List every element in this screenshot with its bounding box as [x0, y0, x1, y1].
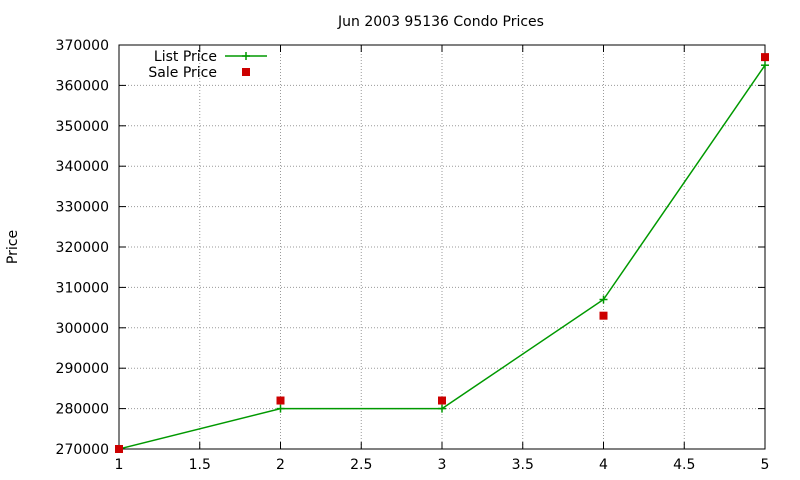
y-axis: 270000 280000 290000 300000 310000 320000 3300…	[56, 38, 765, 458]
y-tick-label: 280000	[56, 402, 109, 418]
x-tick-label: 1.5	[189, 457, 211, 473]
series-layer	[115, 53, 769, 453]
x-tick-label: 4.5	[673, 457, 695, 473]
y-tick-label: 350000	[56, 119, 109, 135]
y-tick-label: 300000	[56, 321, 109, 337]
series-line	[118, 64, 766, 450]
legend-swatch-marker	[242, 68, 250, 76]
chart-title: Jun 2003 95136 Condo Prices	[337, 14, 544, 30]
x-tick-label: 3	[438, 457, 447, 473]
y-tick-label: 360000	[56, 78, 109, 94]
data-point	[761, 53, 769, 62]
data-point	[599, 311, 608, 320]
data-point	[599, 295, 608, 304]
y-tick-label: 290000	[56, 361, 109, 377]
x-tick-label: 3.5	[512, 457, 534, 473]
data-point	[438, 396, 446, 405]
data-point	[438, 404, 446, 413]
x-tick-label: 4	[599, 457, 608, 473]
data-point	[761, 61, 769, 70]
y-tick-label: 370000	[56, 38, 109, 54]
series-0	[115, 61, 769, 453]
legend-label: List Price	[154, 49, 217, 65]
y-tick-label: 270000	[56, 442, 109, 458]
x-tick-label: 5	[761, 457, 770, 473]
y-tick-label: 320000	[56, 240, 109, 256]
legend-label: Sale Price	[148, 65, 217, 81]
x-tick-label: 2	[276, 457, 285, 473]
data-point	[276, 396, 285, 405]
data-point	[276, 404, 285, 413]
x-axis: 1 1.5 2 2.5 3 3.5 4 4.5 5	[115, 45, 770, 473]
series-1	[115, 53, 769, 453]
y-tick-label: 330000	[56, 200, 109, 216]
x-tick-label: 2.5	[350, 457, 372, 473]
x-tick-label: 1	[115, 457, 124, 473]
y-tick-label: 310000	[56, 280, 109, 296]
data-point	[115, 445, 123, 453]
grid	[119, 45, 765, 449]
y-axis-label: Price	[5, 230, 21, 264]
y-tick-label: 340000	[56, 159, 109, 175]
legend-swatch-marker	[242, 52, 250, 60]
